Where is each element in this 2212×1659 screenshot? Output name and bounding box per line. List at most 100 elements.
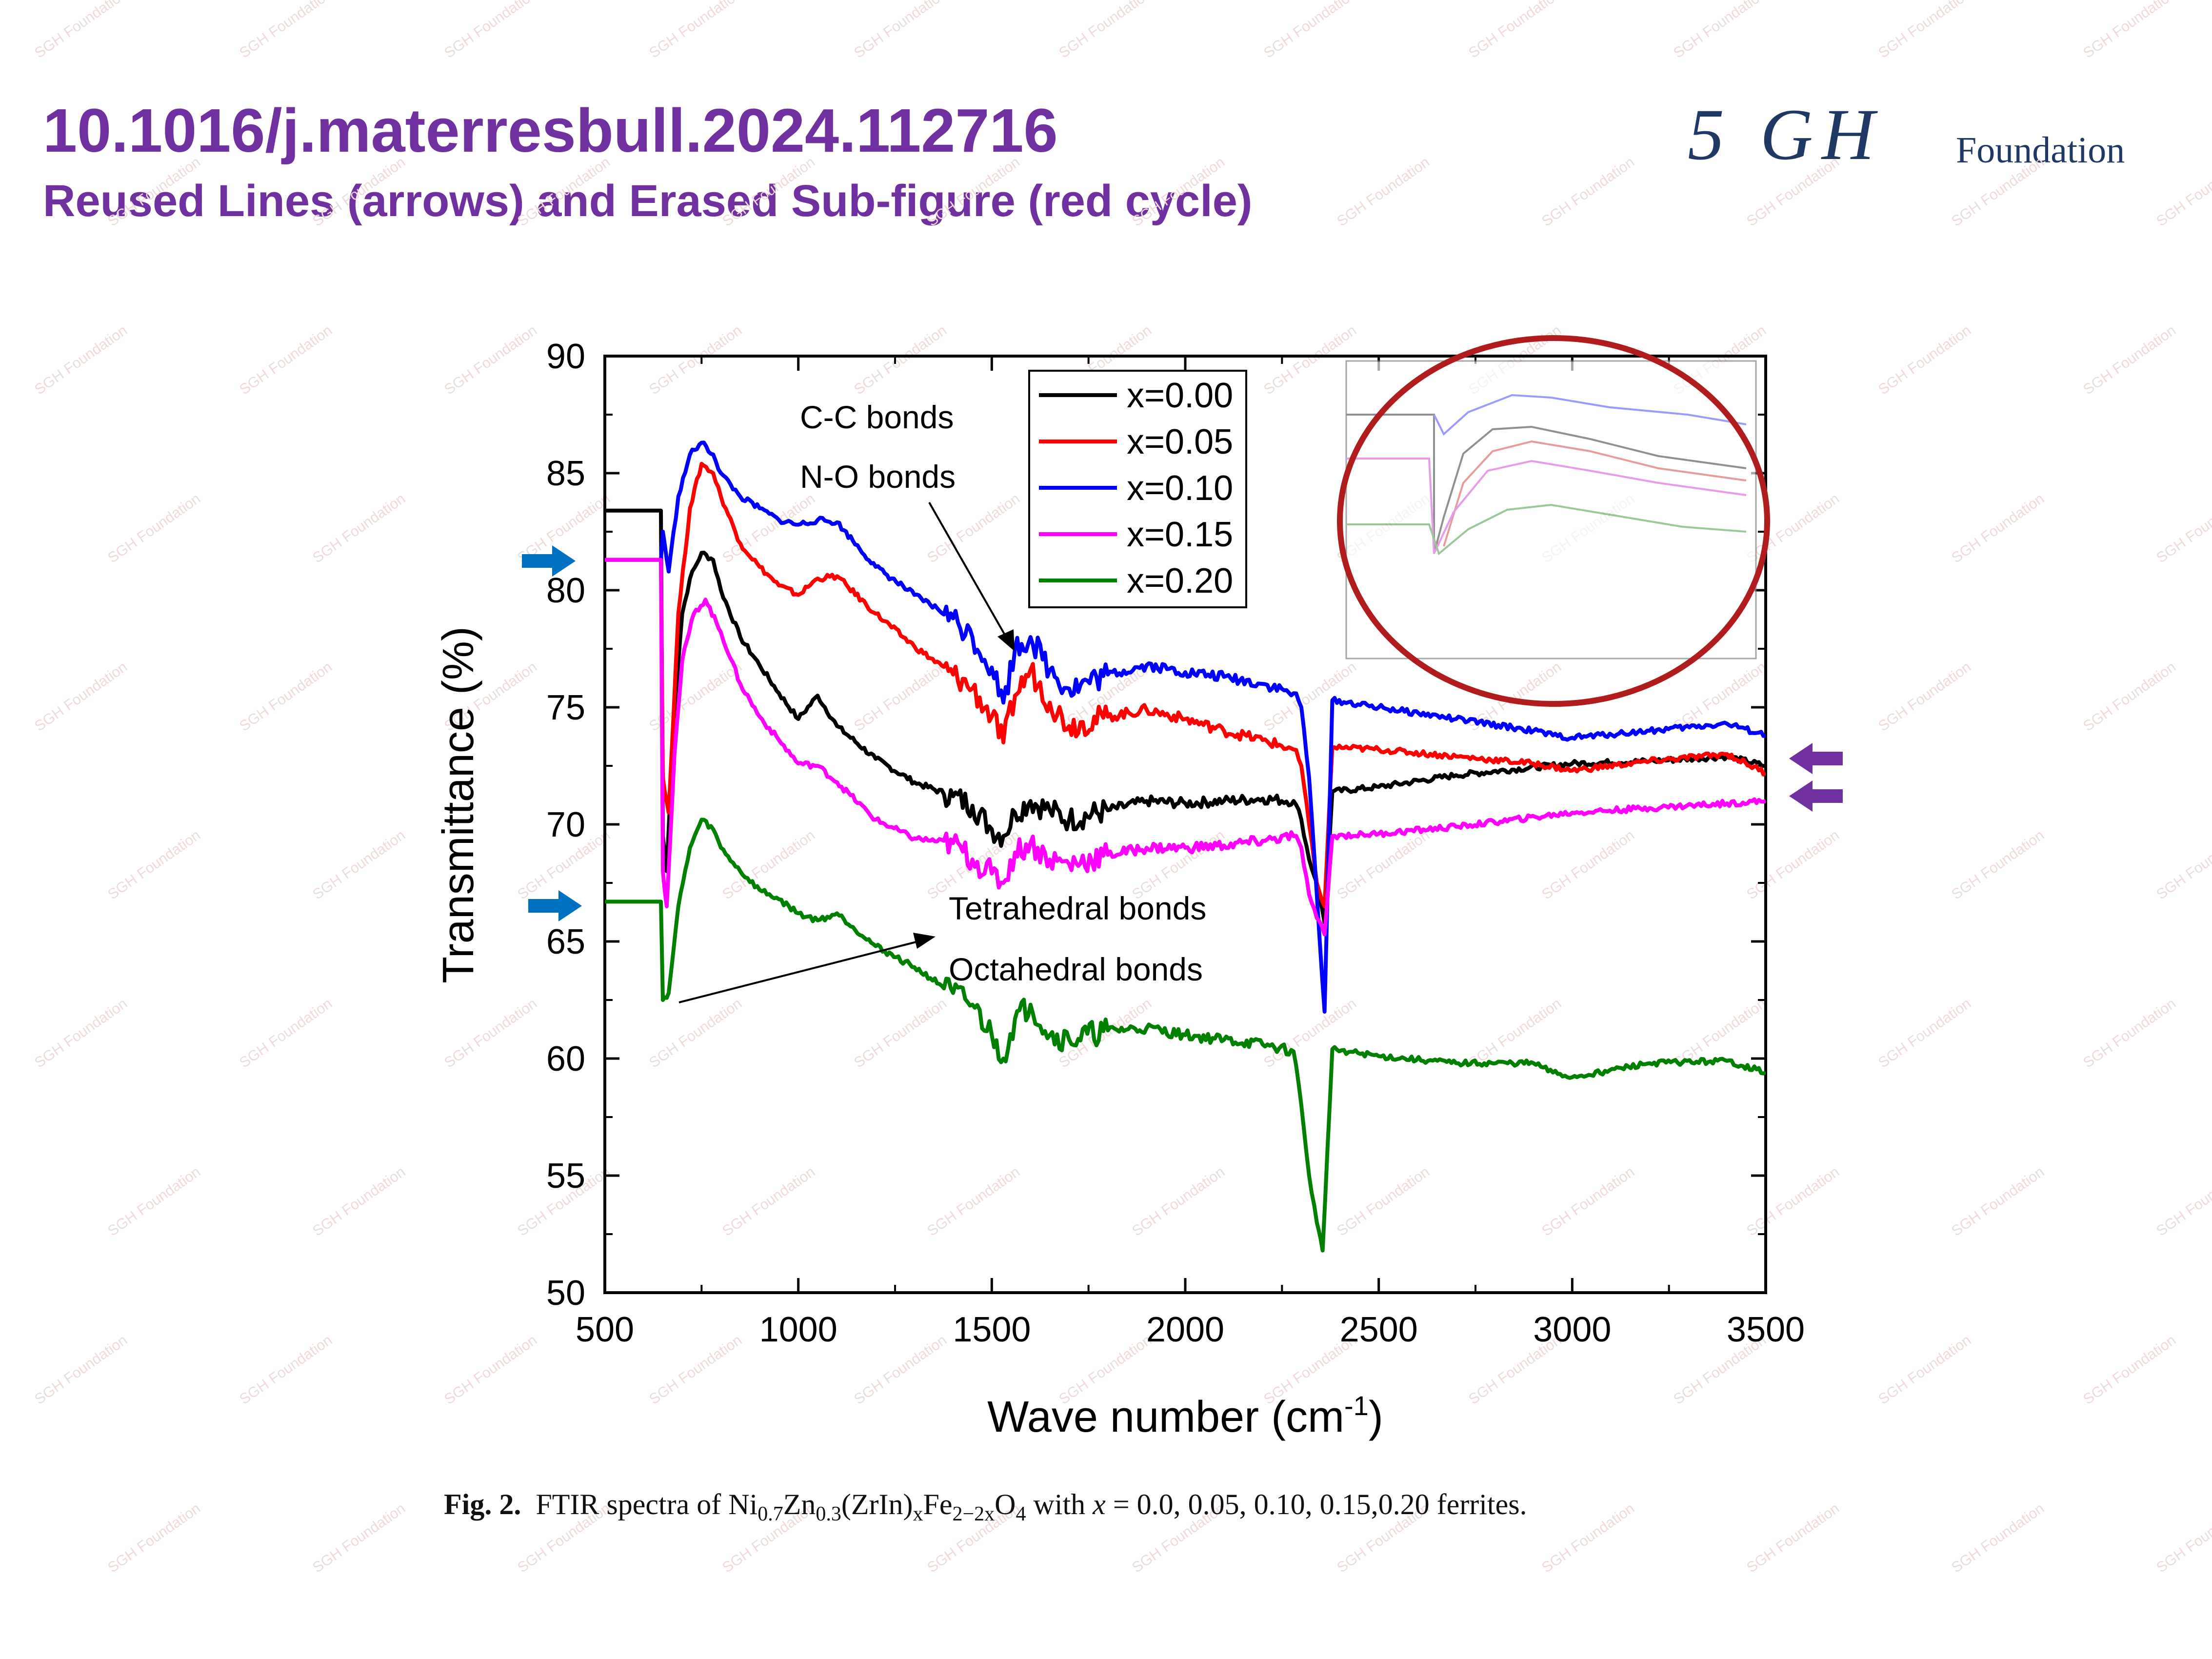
- watermark-text: SGH Foundation: [310, 491, 408, 566]
- watermark-text: SGH Foundation: [1539, 154, 1637, 230]
- watermark-text: SGH Foundation: [237, 996, 335, 1071]
- watermark-text: SGH Foundation: [1875, 1332, 1974, 1408]
- watermark-text: SGH Foundation: [851, 659, 950, 735]
- watermark-text: SGH Foundation: [2153, 1500, 2212, 1576]
- watermark-text: SGH Foundation: [1875, 996, 1974, 1071]
- watermark-text: SGH Foundation: [1949, 154, 2047, 230]
- watermark-text: SGH Foundation: [851, 322, 950, 398]
- watermark-text: SGH Foundation: [924, 491, 1023, 566]
- watermark-text: SGH Foundation: [1056, 996, 1155, 1071]
- watermark-text: SGH Foundation: [310, 1500, 408, 1576]
- y-tick-label: 85: [546, 454, 585, 493]
- series-line-3: [605, 558, 1766, 937]
- watermark-text: SGH Foundation: [441, 1332, 540, 1408]
- legend-label: x=0.00: [1127, 376, 1233, 415]
- watermark-text: SGH Foundation: [2080, 322, 2179, 398]
- legend-label: x=0.05: [1127, 422, 1233, 461]
- watermark-text: SGH Foundation: [310, 827, 408, 903]
- watermark-text: SGH Foundation: [1334, 1164, 1433, 1239]
- inset-subfigure: [1345, 360, 1757, 660]
- x-axis-title: Wave number (cm-1): [987, 1390, 1383, 1441]
- watermark-text: SGH Foundation: [1875, 0, 1974, 61]
- watermark-text: SGH Foundation: [1875, 322, 1974, 398]
- y-tick-label: 55: [546, 1157, 585, 1196]
- legend-label: x=0.20: [1127, 561, 1233, 600]
- annotations: C-C bonds N-O bonds Tetrahedral bonds Oc…: [678, 399, 1206, 1003]
- watermark-text: SGH Foundation: [646, 996, 745, 1071]
- watermark-text: SGH Foundation: [237, 0, 335, 61]
- watermark-text: SGH Foundation: [32, 322, 130, 398]
- legend: x=0.00 x=0.05 x=0.10 x=0.15 x=0.20: [1028, 370, 1247, 608]
- watermark-text: SGH Foundation: [310, 1164, 408, 1239]
- purple-arrow-1: [1789, 743, 1843, 774]
- watermark-text: SGH Foundation: [237, 1332, 335, 1408]
- y-tick-label: 65: [546, 922, 585, 961]
- logo-word: Foundation: [1956, 130, 2125, 171]
- watermark-layer: SGH Foundation SGH Foundation SGH Foundati…: [32, 0, 2212, 1576]
- axis-ticks: [603, 355, 1767, 1294]
- inset-frame: [1345, 360, 1757, 660]
- watermark-text: SGH Foundation: [1949, 1164, 2047, 1239]
- logo-script: 5 GH: [1688, 94, 1884, 175]
- watermark-text: SGH Foundation: [32, 1332, 130, 1408]
- watermark-text: SGH Foundation: [646, 0, 745, 61]
- watermark-text: SGH Foundation: [2080, 0, 2179, 61]
- watermark-text: SGH Foundation: [32, 659, 130, 735]
- y-tick-label: 60: [546, 1039, 585, 1079]
- watermark-text: SGH Foundation: [32, 0, 130, 61]
- watermark-text: SGH Foundation: [1744, 1500, 1842, 1576]
- watermark-text: SGH Foundation: [1744, 827, 1842, 903]
- watermark-text: SGH Foundation: [1875, 659, 1974, 735]
- inset-line-4: [1346, 503, 1747, 556]
- inset-line-3: [1346, 458, 1747, 554]
- y-axis-title: Transmittance (%): [434, 626, 483, 983]
- erased-subfigure-circle: [1337, 335, 1770, 707]
- caption-label: Fig. 2.: [444, 1488, 521, 1520]
- y-tick-label: 50: [546, 1274, 585, 1313]
- x-tick-label: 3500: [1727, 1310, 1805, 1349]
- watermark-text: SGH Foundation: [1949, 491, 2047, 566]
- watermark-text: SGH Foundation: [646, 1332, 745, 1408]
- watermark-text: SGH Foundation: [515, 154, 613, 230]
- annotation-no-bonds: N-O bonds: [800, 459, 956, 495]
- watermark-text: SGH Foundation: [1466, 996, 1564, 1071]
- series-line-2: [605, 440, 1766, 1014]
- x-tick-label: 1000: [759, 1310, 837, 1349]
- watermark-text: SGH Foundation: [2153, 154, 2212, 230]
- inset-line-0: [1346, 414, 1747, 554]
- watermark-text: SGH Foundation: [310, 154, 408, 230]
- inset-line-2: [1433, 394, 1747, 436]
- watermark-text: SGH Foundation: [1539, 1500, 1637, 1576]
- watermark-text: SGH Foundation: [1539, 1164, 1637, 1239]
- watermark-text: SGH Foundation: [441, 996, 540, 1071]
- watermark-text: SGH Foundation: [2080, 996, 2179, 1071]
- watermark-text: SGH Foundation: [851, 996, 950, 1071]
- slide-subtitle: Reused Lines (arrows) and Erased Sub-fig…: [43, 176, 1253, 226]
- x-tick-label: 2500: [1340, 1310, 1418, 1349]
- x-tick-label: 500: [576, 1310, 634, 1349]
- watermark-text: SGH Foundation: [1129, 1164, 1228, 1239]
- legend-label: x=0.15: [1127, 515, 1233, 554]
- slide-title: 10.1016/j.materresbull.2024.112716: [43, 96, 1058, 165]
- figure-caption: Fig. 2. FTIR spectra of Ni0.7Zn0.3(ZrIn)…: [444, 1488, 1527, 1525]
- axis-tick-labels: 500 1000 1500 2000 2500 3000 3500 50 55 60 65 70 75 8…: [546, 337, 1805, 1349]
- watermark-text: SGH Foundation: [441, 322, 540, 398]
- watermark-text: SGH Foundation: [237, 322, 335, 398]
- watermark-text: SGH Foundation: [2153, 1164, 2212, 1239]
- annotation-tetrahedral-bonds: Tetrahedral bonds: [949, 890, 1206, 926]
- watermark-text: SGH Foundation: [924, 154, 1023, 230]
- watermark-text: SGH Foundation: [1261, 659, 1359, 735]
- watermark-text: SGH Foundation: [851, 1332, 950, 1408]
- watermark-text: SGH Foundation: [105, 1164, 203, 1239]
- y-tick-label: 80: [546, 571, 585, 610]
- watermark-text: SGH Foundation: [2080, 1332, 2179, 1408]
- watermark-text: SGH Foundation: [1261, 996, 1359, 1071]
- x-tick-label: 1500: [953, 1310, 1031, 1349]
- purple-arrow-2: [1789, 780, 1843, 812]
- inset-line-1: [1443, 440, 1747, 547]
- watermark-text: SGH Foundation: [1334, 827, 1433, 903]
- series-line-4: [605, 818, 1766, 1253]
- watermark-text: SGH Foundation: [32, 996, 130, 1071]
- watermark-text: SGH Foundation: [2153, 827, 2212, 903]
